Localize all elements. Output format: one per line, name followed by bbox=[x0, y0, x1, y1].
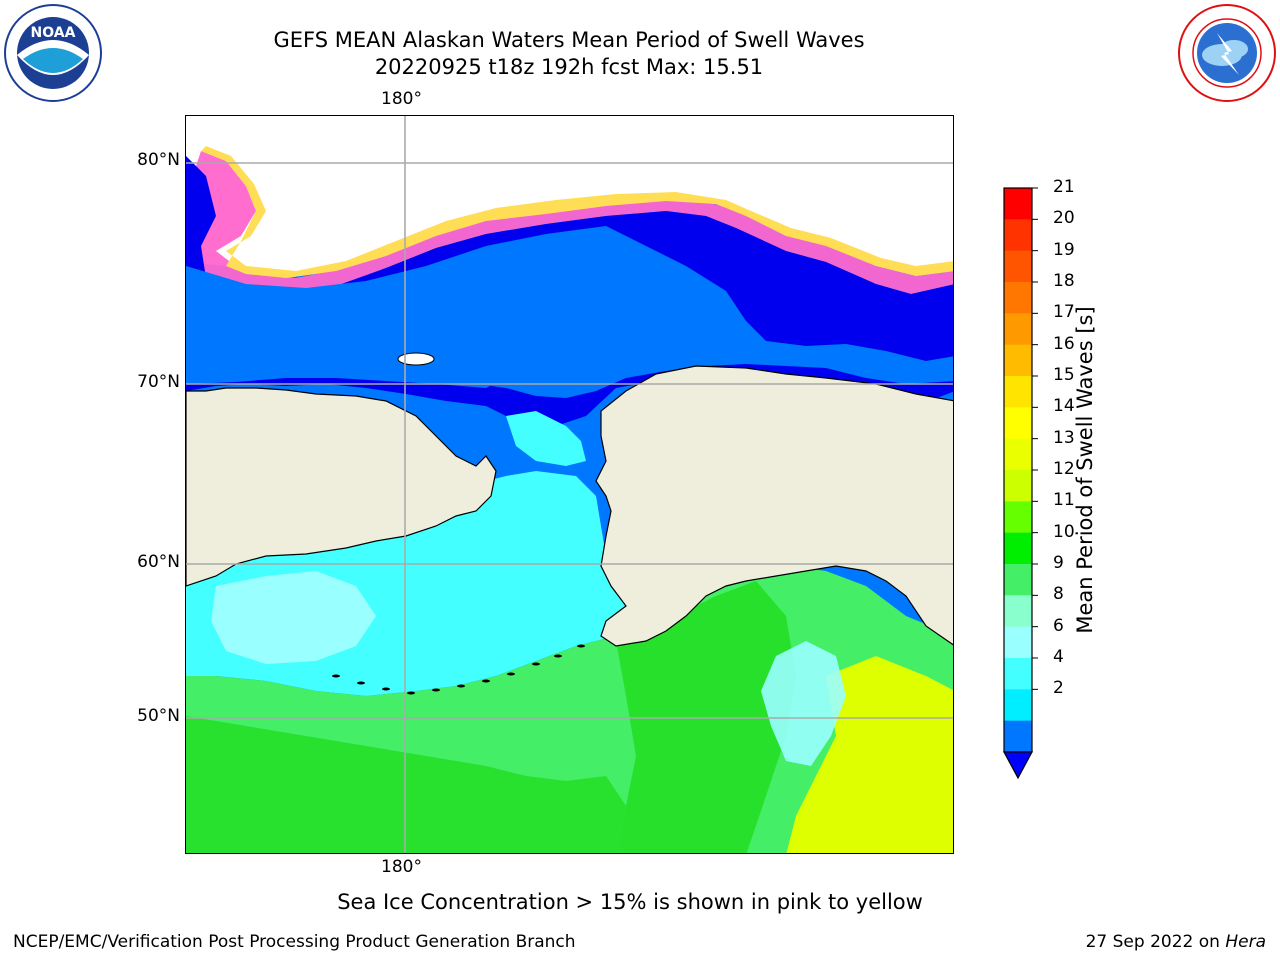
colorbar-tick-label: 13 bbox=[1053, 427, 1075, 448]
colorbar-tick-label: 12 bbox=[1053, 459, 1075, 479]
graticule bbox=[186, 116, 953, 853]
title-line-2: 20220925 t18z 192h fcst Max: 15.51 bbox=[374, 55, 764, 79]
map-canvas bbox=[186, 116, 953, 853]
noaa-logo: NOAA bbox=[3, 3, 103, 103]
colorbar-segment bbox=[1004, 438, 1032, 471]
colorbar-tick-label: 21 bbox=[1053, 177, 1075, 197]
land-alaska bbox=[595, 365, 953, 647]
sea-ice-note: Sea Ice Concentration > 15% is shown in … bbox=[0, 890, 1280, 914]
aleutian-islands bbox=[332, 644, 585, 695]
lat-label-70n: 70°N bbox=[137, 372, 180, 392]
aleutian-island bbox=[407, 691, 415, 695]
colorbar-segment bbox=[1004, 658, 1032, 690]
ocean-yellow-green-southeast bbox=[786, 656, 953, 853]
aleutian-island bbox=[482, 679, 490, 683]
ice-edge-yellow bbox=[201, 146, 953, 278]
map-plot-area bbox=[185, 115, 954, 854]
colorbar-segment bbox=[1004, 313, 1032, 346]
lat-label-60n: 60°N bbox=[137, 552, 180, 572]
footer-branch: NCEP/EMC/Verification Post Processing Pr… bbox=[13, 932, 576, 952]
colorbar-segment bbox=[1004, 626, 1032, 659]
aleutian-island bbox=[554, 654, 562, 658]
colorbar-tick-label: 11 bbox=[1053, 490, 1075, 511]
colorbar-tick-label: 17 bbox=[1053, 302, 1075, 323]
footer-host: Hera bbox=[1225, 932, 1266, 952]
colorbar-segment bbox=[1004, 564, 1032, 596]
colorbar-tick-label: 4 bbox=[1053, 647, 1064, 667]
ocean-light-cyan-patch bbox=[761, 641, 846, 766]
colorbar-title: Mean Period of Swell Waves [s] bbox=[1073, 306, 1097, 634]
sea-ice-free-zone bbox=[186, 116, 953, 278]
ocean-light-cyan-west bbox=[211, 571, 376, 664]
aleutian-island bbox=[577, 644, 585, 648]
colorbar-segment bbox=[1004, 595, 1032, 628]
lon-label-top: 180° bbox=[381, 89, 422, 109]
land-chukotka bbox=[186, 387, 497, 587]
aleutian-island bbox=[507, 672, 515, 676]
colorbar-tick-label: 6 bbox=[1053, 615, 1064, 636]
colorbar-tick-label: 16 bbox=[1053, 333, 1075, 354]
colorbar-svg bbox=[1002, 187, 1038, 780]
colorbar-tick-label: 19 bbox=[1053, 239, 1075, 260]
colorbar-segment bbox=[1004, 219, 1032, 252]
title-line-1: GEFS MEAN Alaskan Waters Mean Period of … bbox=[273, 28, 865, 52]
ice-edge-pink bbox=[196, 151, 953, 294]
ocean-blue-chukchi bbox=[186, 311, 506, 388]
aleutian-island bbox=[357, 681, 365, 685]
aleutian-island bbox=[332, 674, 340, 678]
colorbar-segment bbox=[1004, 532, 1032, 565]
aleutian-island bbox=[457, 684, 465, 688]
colorbar-segment bbox=[1004, 376, 1032, 408]
colorbar-tick-label: 14 bbox=[1053, 396, 1075, 417]
ocean-cyan-bering-strait bbox=[506, 411, 586, 466]
colorbar-segment bbox=[1004, 344, 1032, 377]
lon-label-bottom: 180° bbox=[381, 857, 422, 877]
colorbar-tick-label: 10 bbox=[1053, 521, 1075, 542]
footer-date-text: 27 Sep 2022 on bbox=[1085, 932, 1226, 952]
colorbar-tick-label: 9 bbox=[1053, 553, 1064, 573]
aleutian-island bbox=[532, 662, 540, 666]
colorbar-tick-label: 15 bbox=[1053, 365, 1075, 385]
colorbar-segment bbox=[1004, 250, 1032, 283]
colorbar-segment bbox=[1004, 470, 1032, 502]
aleutian-island bbox=[382, 687, 390, 691]
ocean-bright-green-gulf bbox=[616, 581, 796, 853]
colorbar-segment bbox=[1004, 720, 1032, 753]
colorbar-tick-label: 2 bbox=[1053, 678, 1064, 699]
nws-logo bbox=[1177, 3, 1277, 103]
colorbar-tick-label: 20 bbox=[1053, 208, 1075, 229]
lat-label-80n: 80°N bbox=[137, 150, 180, 170]
ocean-bright-green-south bbox=[186, 716, 626, 853]
colorbar-tick-label: 18 bbox=[1053, 271, 1075, 291]
colorbar-tick-label: 8 bbox=[1053, 584, 1064, 605]
colorbar-extend-arrow bbox=[1002, 751, 1034, 780]
colorbar bbox=[996, 182, 1046, 787]
lat-label-50n: 50°N bbox=[137, 706, 180, 726]
colorbar-segment bbox=[1004, 407, 1032, 440]
land-wrangel-island bbox=[397, 352, 435, 366]
colorbar-segment bbox=[1004, 689, 1032, 722]
footer-date: 27 Sep 2022 on Hera bbox=[1086, 932, 1266, 952]
aleutian-island bbox=[432, 688, 440, 692]
noaa-logo-text: NOAA bbox=[31, 25, 76, 41]
sea-ice-note-text: Sea Ice Concentration > 15% is shown in … bbox=[337, 890, 923, 914]
colorbar-segment bbox=[1004, 501, 1032, 534]
colorbar-segment bbox=[1004, 282, 1032, 314]
colorbar-segment bbox=[1004, 188, 1032, 220]
